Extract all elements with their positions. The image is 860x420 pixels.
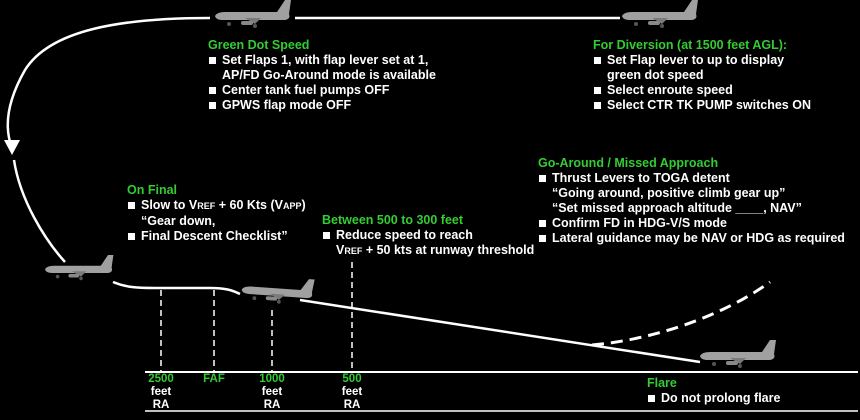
aircraft-icon-cruise-2 <box>622 0 698 28</box>
flare-item: Do not prolong flare <box>647 391 780 406</box>
diversion-item: Select enroute speed <box>593 83 811 98</box>
aircraft-icon-flare <box>700 340 776 368</box>
diversion-item: Select CTR TK PUMP switches ON <box>593 98 811 113</box>
green-dot-speed-block: Green Dot Speed Set Flaps 1, with flap l… <box>208 38 436 113</box>
between-block: Between 500 to 300 feet Reduce speed to … <box>322 213 534 259</box>
go-around-block: Go-Around / Missed Approach Thrust Lever… <box>538 156 845 246</box>
green-dot-item: Set Flaps 1, with flap lever set at 1, <box>208 53 436 68</box>
turn-path <box>6 16 211 149</box>
on-final-item: Slow to VREF + 60 Kts (VAPP) <box>127 198 306 214</box>
flare-block: Flare Do not prolong flare <box>647 376 780 406</box>
go-around-callout: “Set missed approach altitude ____, NAV” <box>552 201 802 215</box>
on-final-heading: On Final <box>127 183 177 197</box>
go-around-path <box>591 280 771 347</box>
marker-faf: FAF <box>203 373 225 385</box>
diversion-item: green dot speed <box>607 68 704 82</box>
green-dot-heading: Green Dot Speed <box>208 38 310 52</box>
go-around-item: Lateral guidance may be NAV or HDG as re… <box>538 231 845 246</box>
marker-2500: 2500 feet RA <box>148 373 174 411</box>
on-final-item: Final Descent Checklist” <box>127 229 306 244</box>
diversion-item: Set Flap lever to up to display <box>593 53 811 68</box>
direction-arrow <box>4 140 20 155</box>
aircraft-icon-final <box>45 255 114 281</box>
green-dot-item: Center tank fuel pumps OFF <box>208 83 436 98</box>
go-around-callout: “Going around, positive climb gear up” <box>552 186 786 200</box>
aircraft-icon-cruise-1 <box>215 0 291 28</box>
go-around-heading: Go-Around / Missed Approach <box>538 156 719 170</box>
diversion-block: For Diversion (at 1500 feet AGL): Set Fl… <box>593 38 811 113</box>
flare-heading: Flare <box>647 376 677 390</box>
go-around-item: Thrust Levers to TOGA detent <box>538 171 845 186</box>
green-dot-item: GPWS flap mode OFF <box>208 98 436 113</box>
intermediate-path <box>112 280 241 296</box>
diversion-heading: For Diversion (at 1500 feet AGL): <box>593 38 788 52</box>
green-dot-item: AP/FD Go-Around mode is available <box>222 68 436 82</box>
between-heading: Between 500 to 300 feet <box>322 213 464 227</box>
on-final-block: On Final Slow to VREF + 60 Kts (VAPP) “G… <box>127 183 306 244</box>
final-glide-path <box>299 298 701 364</box>
go-around-item: Confirm FD in HDG-V/S mode <box>538 216 845 231</box>
marker-500: 500 feet RA <box>341 373 363 411</box>
turn-path-lower <box>12 159 66 263</box>
between-item: Reduce speed to reach <box>322 228 534 243</box>
marker-1000: 1000 feet RA <box>259 373 285 411</box>
between-item: VREF + 50 kts at runway threshold <box>336 243 535 257</box>
on-final-callout: “Gear down, <box>141 214 216 228</box>
